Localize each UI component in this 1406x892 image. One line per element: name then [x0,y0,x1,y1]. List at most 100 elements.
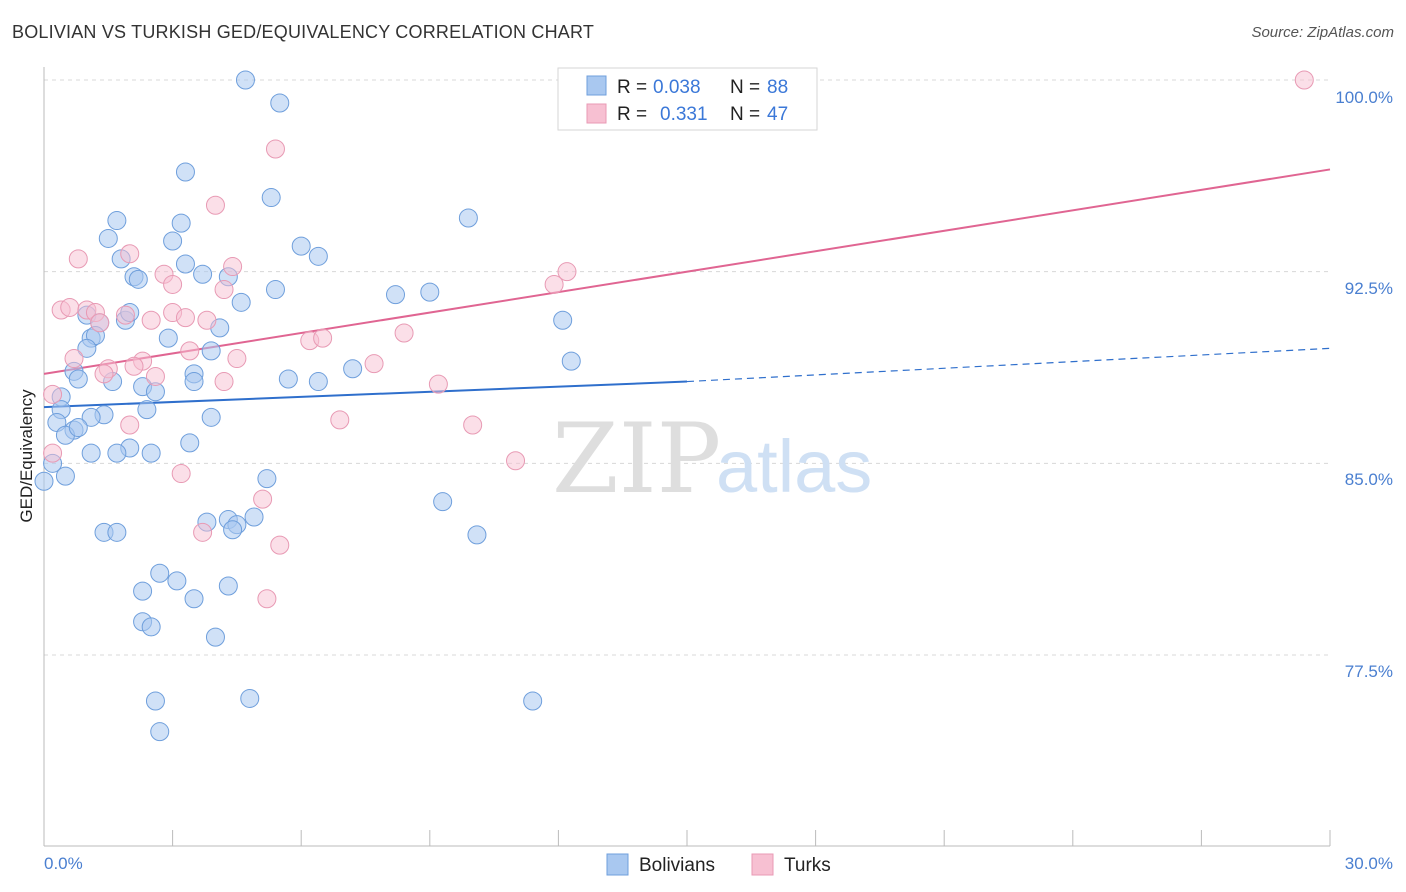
turks-point [270,535,290,555]
turks-point [64,349,84,369]
legend-r-value: 0.331 [660,104,708,125]
turks-point [257,589,277,609]
y-axis-label: GED/Equivalency [17,389,36,523]
turks-point [94,364,114,384]
turks-point [68,249,88,269]
legend-n-value: 88 [767,77,788,98]
turks-point [214,372,234,392]
turks-point [428,374,448,394]
bolivians-point [107,443,127,463]
turks-point [227,349,247,369]
turks-point [223,257,243,277]
turks-point [120,244,140,264]
x-tick-label: 30.0% [1345,854,1393,873]
bolivians-point [150,563,170,583]
turks-point [193,522,213,542]
legend-r-label: R = [617,77,647,98]
turks-point [90,313,110,333]
bolivians-point [420,282,440,302]
bolivians-point [141,617,161,637]
turks-point [141,310,161,330]
turks-point [115,305,135,325]
legend-r-value: 0.038 [653,77,701,98]
bolivians-point [240,688,260,708]
chart-title: BOLIVIAN VS TURKISH GED/EQUIVALENCY CORR… [12,22,595,42]
turks-point [394,323,414,343]
turks-point [180,341,200,361]
bolivians-point [561,351,581,371]
bolivians-point [343,359,363,379]
bolivians-point [244,507,264,527]
turks-trend-group [43,168,1331,375]
y-tick-label: 77.5% [1345,662,1393,681]
bolivians-point [184,589,204,609]
turks-point [544,274,564,294]
legend-n-label: N = [730,77,760,98]
legend-swatch-turks [586,103,607,124]
legend-n-label: N = [730,104,760,125]
bolivians-point [34,471,54,491]
legend-box: R = 0.038 N = 88 R = 0.331 N = 47 [557,67,818,131]
bolivians-point [171,213,191,233]
bolivians-point [184,372,204,392]
bolivians-point [107,211,127,231]
bolivians-point [137,400,157,420]
turks-point [364,354,384,374]
bottom-legend: Bolivians Turks [606,853,831,876]
bolivians-point [257,469,277,489]
turks-point [330,410,350,430]
turks-point [43,384,63,404]
bottom-legend-swatch-bolivians [606,853,629,876]
turks-point [313,328,333,348]
bolivians-point [107,522,127,542]
bolivians-point [458,208,478,228]
bolivians-point [231,292,251,312]
turks-trend-line [43,168,1331,375]
bolivians-point [175,162,195,182]
bolivians-point [201,407,221,427]
y-tick-label: 85.0% [1345,470,1393,489]
bolivians-point [167,571,187,591]
bolivians-point [77,338,97,358]
bolivians-point [523,691,543,711]
turks-point [60,297,80,317]
bolivians-point [201,341,221,361]
bolivians-trend-extension [686,347,1331,383]
bolivians-point [261,188,281,208]
turks-point [43,443,63,463]
bolivians-point [291,236,311,256]
bolivians-point [218,576,238,596]
bolivians-point [193,264,213,284]
turks-point [557,262,577,282]
bolivians-point [158,328,178,348]
bolivians-point [553,310,573,330]
bolivians-points [34,70,581,742]
bottom-legend-label-turks: Turks [784,855,831,876]
bolivians-point [175,254,195,274]
bolivians-point [81,443,101,463]
bolivians-point [308,246,328,266]
turks-point [253,489,273,509]
bolivians-point [128,269,148,289]
watermark-atlas: atlas [716,425,872,508]
watermark-zip: ZIP [552,403,721,515]
bolivians-point [133,581,153,601]
bolivians-point [150,722,170,742]
turks-point [463,415,483,435]
bottom-legend-label-bolivians: Bolivians [639,855,715,876]
bolivians-point [308,372,328,392]
bolivians-point [81,407,101,427]
bolivians-point [98,228,118,248]
bolivians-point [265,280,285,300]
turks-point [265,139,285,159]
y-tick-label: 100.0% [1335,88,1393,107]
turks-point [171,464,191,484]
source-credit: Source: ZipAtlas.com [1251,24,1394,41]
turks-point [197,310,217,330]
bolivians-point [145,691,165,711]
y-tick-label: 92.5% [1345,279,1393,298]
legend-swatch-bolivians [586,75,607,96]
legend-r-label: R = [617,104,647,125]
turks-point [120,415,140,435]
